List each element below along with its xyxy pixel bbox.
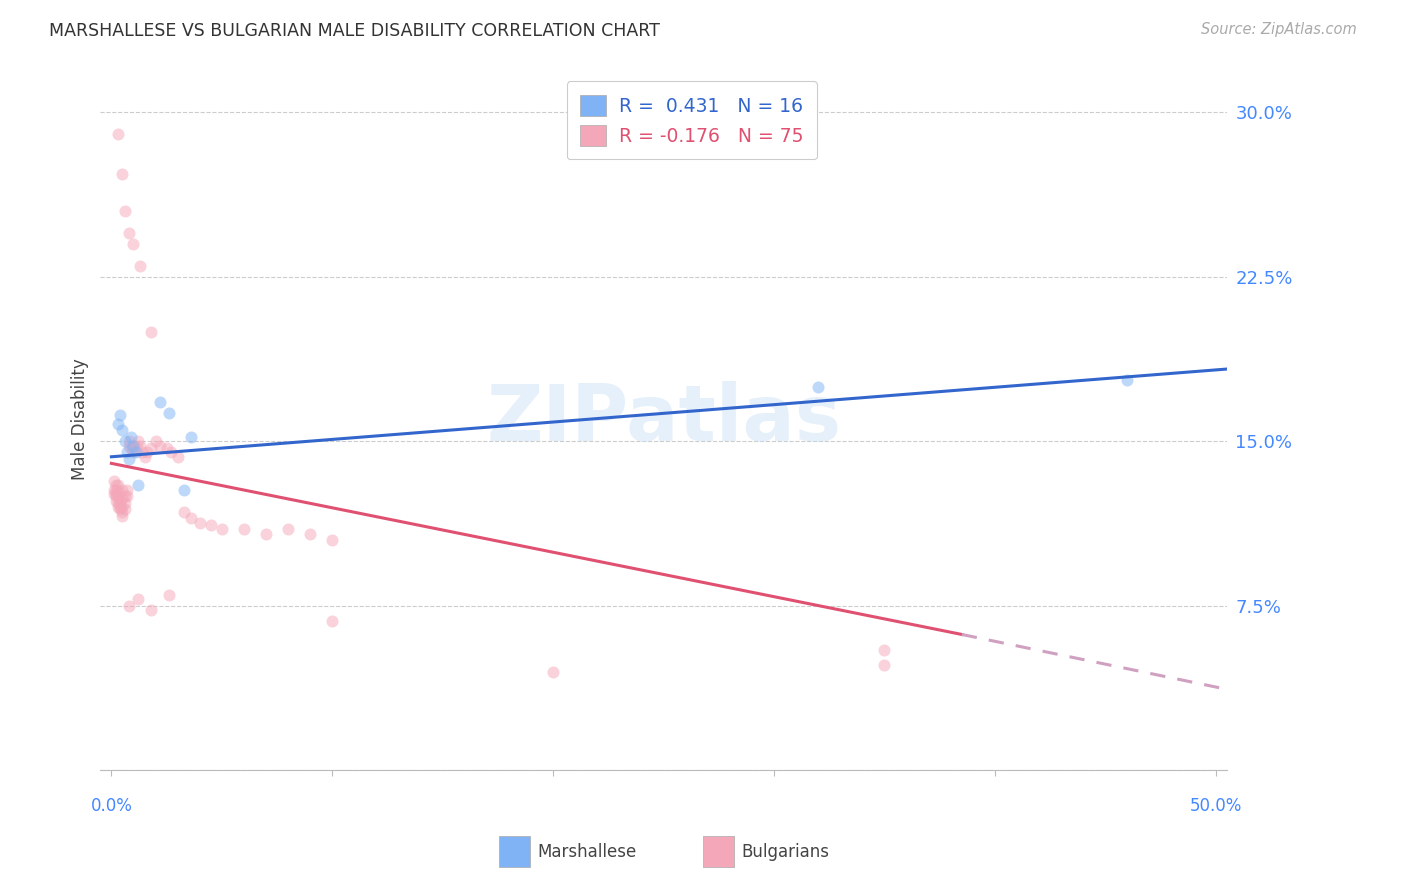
Point <box>134 450 156 464</box>
Point <box>129 259 152 273</box>
Point <box>149 439 172 453</box>
Point <box>110 500 132 515</box>
Point <box>873 642 896 657</box>
Point <box>107 478 129 492</box>
Point <box>299 526 322 541</box>
Point <box>114 502 136 516</box>
Point <box>103 474 125 488</box>
Legend: R =  0.431   N = 16, R = -0.176   N = 75: R = 0.431 N = 16, R = -0.176 N = 75 <box>567 81 817 160</box>
Point <box>127 478 149 492</box>
Point <box>118 439 141 453</box>
Point <box>125 445 148 459</box>
Text: Source: ZipAtlas.com: Source: ZipAtlas.com <box>1201 22 1357 37</box>
Point <box>122 445 145 459</box>
Text: Marshallese: Marshallese <box>537 843 637 861</box>
Point <box>111 491 134 506</box>
Point <box>156 441 179 455</box>
Point <box>145 434 167 449</box>
Point <box>103 487 125 501</box>
Point <box>122 237 145 252</box>
Point <box>277 522 299 536</box>
Point <box>114 204 136 219</box>
Point <box>173 505 195 519</box>
Point <box>873 658 896 673</box>
Point <box>157 588 180 602</box>
Point <box>107 496 129 510</box>
Point <box>111 167 134 181</box>
Point <box>104 478 127 492</box>
Point <box>211 522 233 536</box>
Point <box>110 408 132 422</box>
Point <box>232 522 254 536</box>
Point <box>321 615 343 629</box>
Point <box>127 592 149 607</box>
Point <box>104 487 127 501</box>
Point <box>104 489 127 503</box>
Point <box>135 445 157 459</box>
Point <box>180 511 202 525</box>
Text: Bulgarians: Bulgarians <box>741 843 830 861</box>
Point <box>807 379 830 393</box>
Point <box>111 505 134 519</box>
Point <box>107 128 129 142</box>
Point <box>180 430 202 444</box>
Point <box>200 517 222 532</box>
Text: 50.0%: 50.0% <box>1189 797 1241 815</box>
Point <box>541 665 564 679</box>
Point <box>141 603 163 617</box>
Text: 0.0%: 0.0% <box>90 797 132 815</box>
Point <box>122 439 145 453</box>
Y-axis label: Male Disability: Male Disability <box>72 359 89 481</box>
Point <box>321 533 343 548</box>
Point <box>120 430 142 444</box>
Point <box>118 226 141 240</box>
Point <box>114 489 136 503</box>
Point <box>188 516 211 530</box>
Point <box>118 452 141 467</box>
Point <box>141 325 163 339</box>
Point <box>120 441 142 455</box>
Point <box>160 445 183 459</box>
Point <box>141 441 163 455</box>
Point <box>107 500 129 515</box>
Point <box>122 439 145 453</box>
Point <box>115 483 138 497</box>
Point <box>118 434 141 449</box>
Text: MARSHALLESE VS BULGARIAN MALE DISABILITY CORRELATION CHART: MARSHALLESE VS BULGARIAN MALE DISABILITY… <box>49 22 659 40</box>
Point <box>111 508 134 523</box>
Point <box>103 483 125 497</box>
Point <box>129 439 152 453</box>
Point <box>104 493 127 508</box>
Point <box>127 434 149 449</box>
Point <box>115 445 138 459</box>
Point <box>157 406 180 420</box>
Point <box>107 489 129 503</box>
Point <box>111 483 134 497</box>
Point <box>114 434 136 449</box>
Point <box>131 445 153 459</box>
Point <box>111 500 134 515</box>
Point <box>110 502 132 516</box>
Point <box>107 484 129 499</box>
Point <box>115 489 138 503</box>
Point <box>254 526 277 541</box>
Point <box>125 439 148 453</box>
Point <box>107 417 129 431</box>
Point <box>104 483 127 497</box>
Point <box>111 424 134 438</box>
Point <box>118 599 141 613</box>
Point <box>110 493 132 508</box>
Point <box>166 450 188 464</box>
Point <box>1116 373 1139 387</box>
Point <box>173 483 195 497</box>
Text: ZIPatlas: ZIPatlas <box>486 382 841 458</box>
Point <box>114 496 136 510</box>
Point <box>149 395 172 409</box>
